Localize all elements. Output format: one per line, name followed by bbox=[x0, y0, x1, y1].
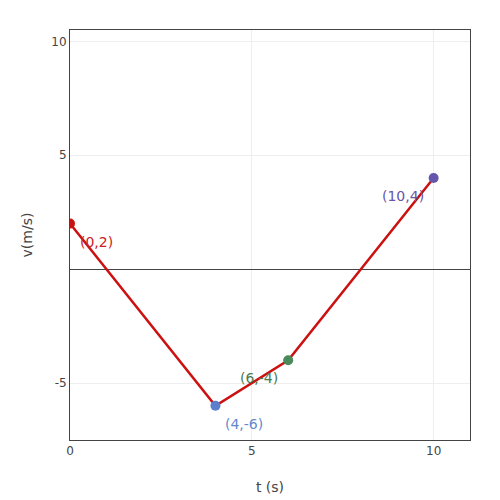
svg-text:t (s): t (s) bbox=[256, 479, 284, 495]
svg-text:(4,-6): (4,-6) bbox=[225, 416, 263, 432]
svg-text:v(m/s): v(m/s) bbox=[19, 213, 35, 258]
svg-text:-5: -5 bbox=[55, 376, 67, 390]
svg-text:10: 10 bbox=[51, 35, 66, 49]
svg-text:(10,4): (10,4) bbox=[382, 188, 424, 204]
svg-text:(6,-4): (6,-4) bbox=[240, 370, 278, 386]
svg-text:5: 5 bbox=[248, 444, 256, 458]
svg-text:5: 5 bbox=[59, 148, 67, 162]
svg-text:10: 10 bbox=[426, 444, 441, 458]
svg-text:0: 0 bbox=[66, 444, 74, 458]
svg-text:(0,2): (0,2) bbox=[80, 234, 113, 250]
